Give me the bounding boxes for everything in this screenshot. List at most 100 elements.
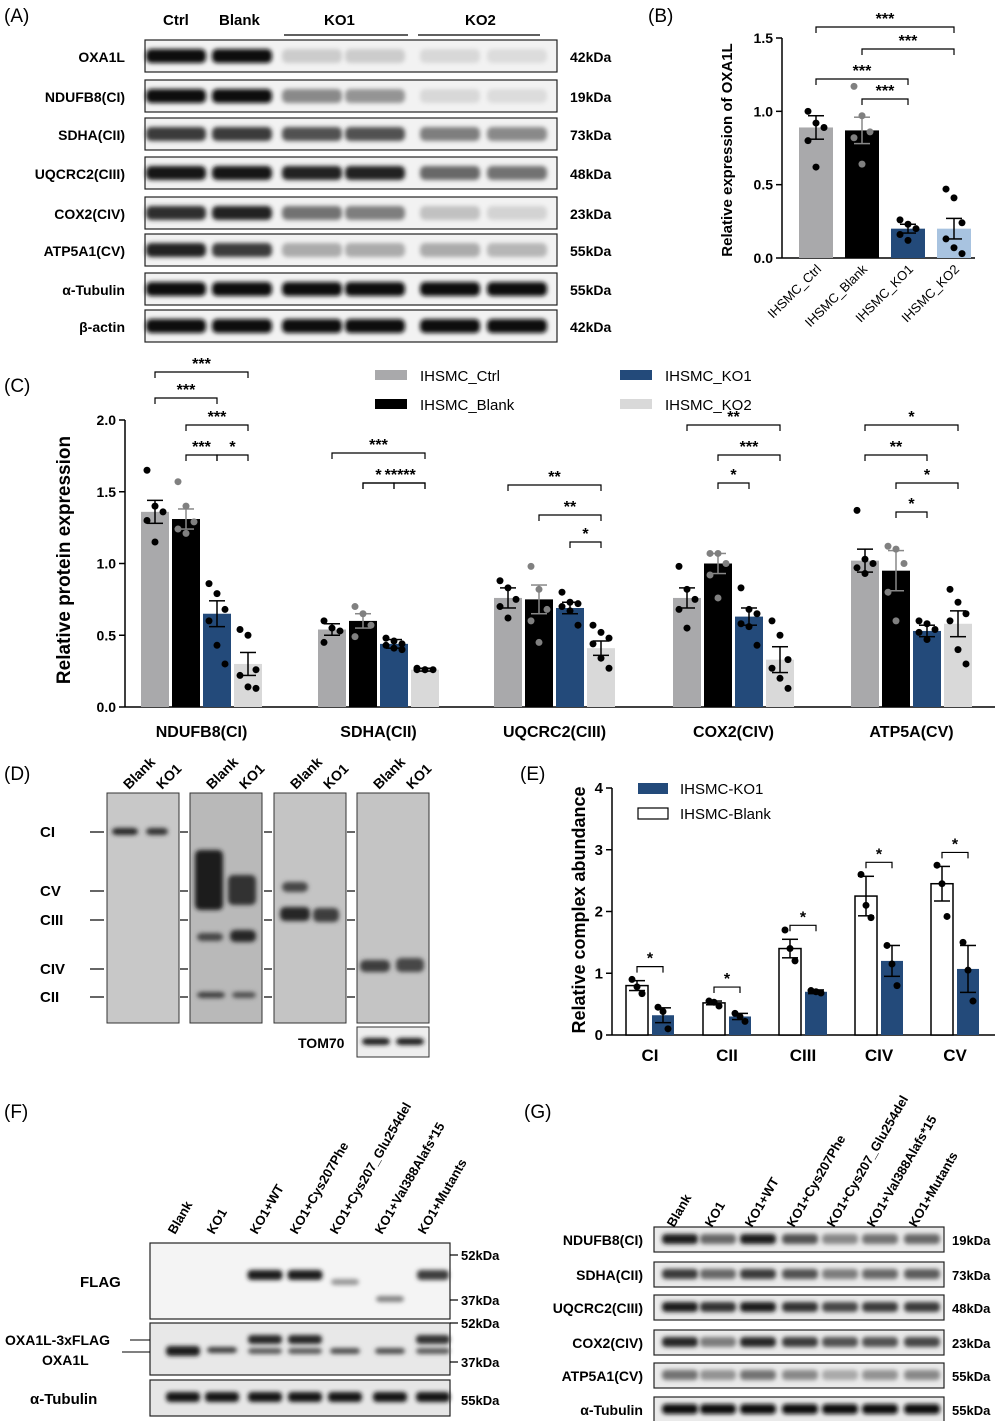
data-point: [535, 638, 543, 646]
data-point: [722, 560, 730, 567]
data-point: [888, 960, 896, 968]
y-tick-label: 0.5: [754, 177, 774, 193]
blot-label: β-actin: [79, 319, 125, 335]
data-point: [812, 163, 820, 171]
data-point: [236, 626, 244, 634]
g-blot-band: [740, 1269, 776, 1279]
bar: [799, 127, 833, 258]
tubulin-band: [248, 1392, 282, 1402]
oxa1l-band: [207, 1347, 237, 1353]
blot-band: [282, 282, 342, 296]
data-point: [731, 1009, 739, 1017]
g-blot-band: [904, 1370, 940, 1380]
tubulin-band: [416, 1392, 450, 1402]
sig-c-label: **: [403, 467, 416, 484]
data-point: [174, 525, 182, 533]
legend-swatch: [375, 399, 407, 409]
sig-c-label: **: [564, 499, 577, 516]
panel-a-blots: OXA1L 42kDa NDUFB8(CI) 19kDa SDHA(CII) 73kDa U…: [35, 39, 611, 343]
data-point: [566, 607, 574, 615]
band-ci: [112, 828, 138, 835]
data-point: [664, 1025, 672, 1033]
tom70-label: TOM70: [298, 1035, 345, 1051]
sig-c-bracket: [717, 482, 750, 489]
blot-band: [487, 127, 547, 141]
data-point: [351, 633, 359, 641]
panel-f-blots: Blank KO1 KO1+WT KO1+Cys207PheKO1+Cys207_Gl…: [5, 1100, 500, 1417]
blot-kda: 73kDa: [570, 127, 611, 143]
blot-band: [420, 89, 480, 103]
blot-band: [487, 49, 547, 63]
lane-label: Blank: [664, 1191, 695, 1230]
complex-label: CV: [40, 883, 61, 900]
legend-swatch-blank: [637, 807, 669, 820]
data-point: [959, 938, 967, 946]
group-label-ctrl: Ctrl: [163, 12, 189, 29]
flag-band: [417, 1270, 449, 1280]
x-tick-label: CII: [716, 1046, 738, 1065]
sig-e-bracket: [789, 924, 817, 932]
x-tick-label: NDUFB8(CI): [156, 724, 248, 741]
legend-label: IHSMC_KO1: [665, 368, 752, 385]
data-point: [745, 623, 753, 631]
g-blot-label: UQCRC2(CIII): [553, 1300, 643, 1316]
bar-ko1: [957, 968, 979, 1035]
blot-kda: 19kDa: [570, 89, 611, 105]
g-blot-band: [822, 1269, 858, 1279]
bar-IHSMC_KO1: [735, 616, 763, 707]
data-point: [915, 628, 923, 636]
x-tick-label: CI: [642, 1046, 659, 1065]
bar-ko1: [881, 960, 903, 1035]
data-point: [958, 219, 966, 227]
blot-band: [345, 127, 405, 141]
sig-c-bracket: [538, 514, 602, 521]
g-blot-band: [662, 1234, 698, 1244]
g-blot-kda: 23kDa: [952, 1336, 991, 1351]
y-tick-label: 2.0: [97, 412, 117, 428]
g-blot-band: [822, 1302, 858, 1312]
lane-label: Blank: [370, 754, 408, 792]
data-point: [413, 666, 421, 674]
data-point: [151, 538, 159, 546]
g-blot-band: [782, 1370, 818, 1380]
blot-band: [212, 89, 272, 103]
gel-frame: [189, 792, 263, 1024]
sig-c-label: **: [890, 439, 903, 456]
data-point: [923, 636, 931, 644]
sig-c-label: ***: [369, 437, 388, 454]
g-blot-band: [862, 1337, 898, 1347]
data-point: [221, 660, 229, 668]
tubulin-band: [205, 1392, 239, 1402]
data-point: [382, 634, 390, 642]
data-point: [706, 549, 714, 557]
blot-band: [345, 206, 405, 220]
blot-band: [420, 319, 480, 333]
bar-IHSMC_Blank: [525, 599, 553, 707]
g-blot-band: [782, 1302, 818, 1312]
data-point: [252, 666, 260, 674]
data-point: [776, 631, 784, 639]
blot-band: [487, 166, 547, 180]
g-blot-band: [904, 1302, 940, 1312]
data-point: [946, 617, 954, 625]
blot-label: OXA1L: [78, 49, 125, 65]
legend-swatch: [620, 399, 652, 409]
data-point: [182, 529, 190, 537]
data-point: [933, 861, 941, 869]
lane-label: KO1+Cys207_Glu254del: [327, 1100, 415, 1237]
blot-band: [212, 127, 272, 141]
data-point: [252, 684, 260, 692]
tom70-band: [396, 1038, 424, 1045]
blot-band: [212, 166, 272, 180]
sig-c-label: ***: [208, 409, 227, 426]
data-point: [605, 634, 613, 642]
g-blot-band: [662, 1302, 698, 1312]
data-point: [213, 590, 221, 598]
data-point: [683, 624, 691, 632]
sig-e-bracket: [941, 851, 969, 859]
data-point: [858, 112, 866, 120]
flag-band: [247, 1270, 283, 1280]
x-tick-label: CV: [943, 1046, 967, 1065]
y-axis-title: Relative protein expression: [54, 436, 75, 684]
panel-g-blots: Blank KO1 KO1+WT KO1+Cys207PheKO1+Cys207_Gl…: [553, 1093, 991, 1421]
